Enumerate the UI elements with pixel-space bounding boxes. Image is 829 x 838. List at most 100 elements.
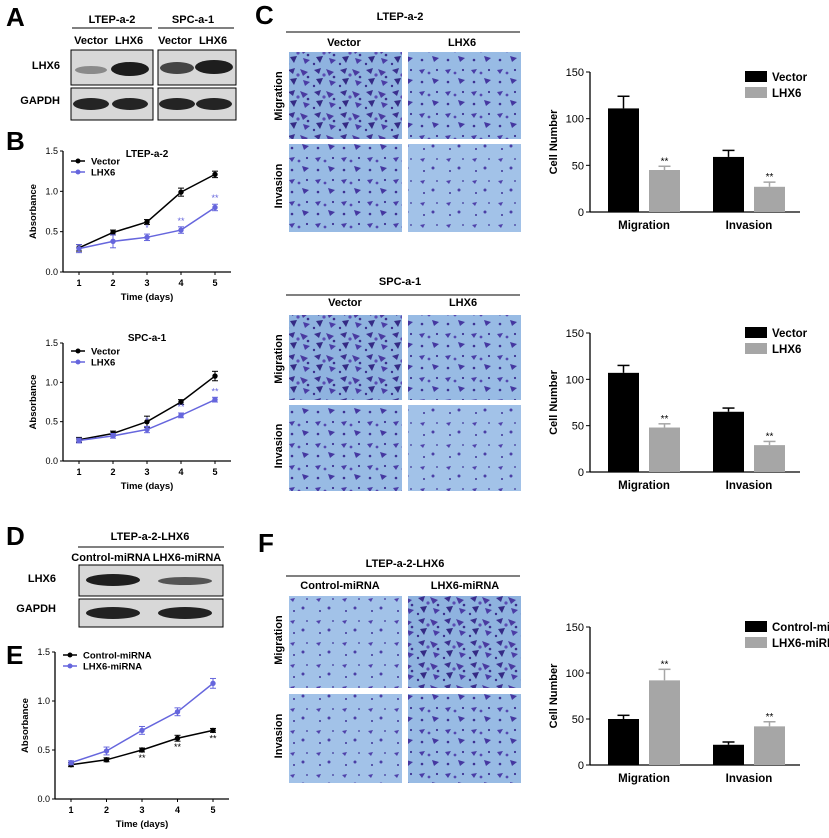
legend-marker	[67, 663, 73, 669]
image-row-label: Migration	[273, 334, 285, 384]
legend-swatch	[745, 621, 767, 632]
y-axis-label: Absorbance	[28, 184, 39, 239]
data-point	[178, 189, 184, 195]
data-point	[103, 748, 110, 754]
micrograph-migration-knockdown	[408, 596, 521, 688]
x-tick-label: Invasion	[726, 773, 773, 785]
data-point	[174, 709, 181, 715]
significance-label: **	[766, 712, 774, 723]
x-tick-label: 5	[212, 278, 217, 288]
y-tick-label: 100	[566, 668, 584, 680]
y-axis-label: Absorbance	[20, 698, 31, 753]
legend-label: LHX6-miRNA	[83, 662, 142, 673]
data-point	[174, 735, 181, 741]
data-point	[144, 234, 150, 241]
y-tick-label: 150	[566, 328, 584, 340]
significance-label: **	[211, 386, 219, 396]
blot-lane-label: LHX6-miRNA	[153, 552, 222, 564]
bar	[608, 372, 639, 472]
panel-letter-c: C	[255, 0, 274, 30]
bar-chart-spc: 0 50 100 150 Cell Number Migration ** Invasion *…	[548, 327, 808, 492]
legend-swatch	[745, 87, 767, 98]
significance-label: *	[145, 223, 149, 233]
blot-row-label: GAPDH	[16, 603, 56, 615]
data-point	[139, 747, 145, 753]
x-tick-label: 1	[68, 805, 73, 815]
x-tick-label: 5	[212, 467, 217, 477]
significance-label: **	[766, 431, 774, 442]
data-point	[178, 227, 184, 233]
x-tick-label: 4	[178, 467, 183, 477]
micrograph-invasion-vector	[289, 405, 402, 491]
micrograph-invasion-control	[289, 694, 402, 783]
legend-marker	[75, 359, 81, 365]
significance-label: *	[145, 415, 149, 425]
y-tick-label: 0.0	[45, 456, 58, 466]
x-tick-label: Migration	[618, 773, 670, 785]
x-tick-label: 2	[104, 805, 109, 815]
y-tick-label: 0	[578, 467, 584, 479]
data-point	[144, 426, 150, 433]
blot-group-label-2: SPC-a-1	[172, 14, 214, 26]
data-point	[212, 373, 218, 379]
micrograph-migration-vector	[289, 52, 402, 139]
x-tick-label: Migration	[618, 480, 670, 492]
y-axis-label: Cell Number	[548, 369, 560, 435]
y-tick-label: 1.5	[45, 146, 58, 156]
significance-label: **	[209, 733, 217, 743]
y-tick-label: 0.5	[45, 227, 58, 237]
line-chart-knockdown: 0.0 0.5 1.0 1.5 1 2 3 4 5 Time (days) Absorbance **…	[20, 647, 229, 830]
x-tick-label: 1	[76, 278, 81, 288]
significance-label: **	[211, 193, 219, 203]
y-tick-label: 150	[566, 67, 584, 79]
micrograph-invasion-vector	[289, 144, 402, 232]
data-point	[110, 229, 116, 236]
image-col-label: LHX6	[448, 37, 476, 49]
significance-label: **	[661, 156, 669, 167]
significance-label: **	[766, 172, 774, 183]
x-tick-label: 4	[178, 278, 183, 288]
y-tick-label: 100	[566, 374, 584, 386]
y-tick-label: 50	[572, 421, 584, 433]
image-grid-title: LTEP-a-2	[377, 11, 424, 23]
image-col-label: LHX6	[449, 297, 477, 309]
bar	[608, 108, 639, 212]
legend-marker	[75, 348, 81, 354]
western-blot-d	[78, 564, 224, 628]
data-point	[76, 245, 82, 252]
bar	[649, 170, 680, 212]
image-row-label: Invasion	[273, 423, 285, 468]
x-tick-label: 2	[110, 278, 115, 288]
x-tick-label: Invasion	[726, 220, 773, 232]
x-tick-label: 3	[144, 278, 149, 288]
blot-lane-label: LHX6	[199, 35, 227, 47]
chart-title: SPC-a-1	[128, 333, 167, 344]
data-point	[212, 204, 218, 211]
micrograph-migration-lhx6	[408, 52, 521, 139]
blot-lane-label: Control-miRNA	[71, 552, 150, 564]
image-grid-title: SPC-a-1	[379, 276, 421, 288]
significance-label: **	[177, 402, 185, 412]
x-tick-label: 3	[139, 805, 144, 815]
bar	[649, 427, 680, 472]
legend-label: Vector	[772, 328, 808, 340]
y-tick-label: 1.5	[45, 338, 58, 348]
legend-marker	[67, 652, 73, 658]
bar	[713, 744, 744, 765]
data-point	[178, 399, 184, 405]
y-tick-label: 0.5	[37, 745, 50, 755]
x-tick-label: 2	[110, 467, 115, 477]
legend-label: LHX6	[772, 344, 801, 356]
panel-letter-e: E	[6, 640, 23, 670]
legend-swatch	[745, 343, 767, 354]
image-grid-title: LTEP-a-2-LHX6	[366, 558, 445, 570]
y-tick-label: 150	[566, 622, 584, 634]
micrograph-invasion-lhx6	[408, 405, 521, 491]
data-point	[144, 219, 150, 225]
data-point	[210, 727, 216, 734]
y-tick-label: 0	[578, 760, 584, 772]
image-row-label: Invasion	[273, 163, 285, 208]
legend-label: Vector	[772, 72, 808, 84]
micrograph-migration-vector	[289, 315, 402, 400]
